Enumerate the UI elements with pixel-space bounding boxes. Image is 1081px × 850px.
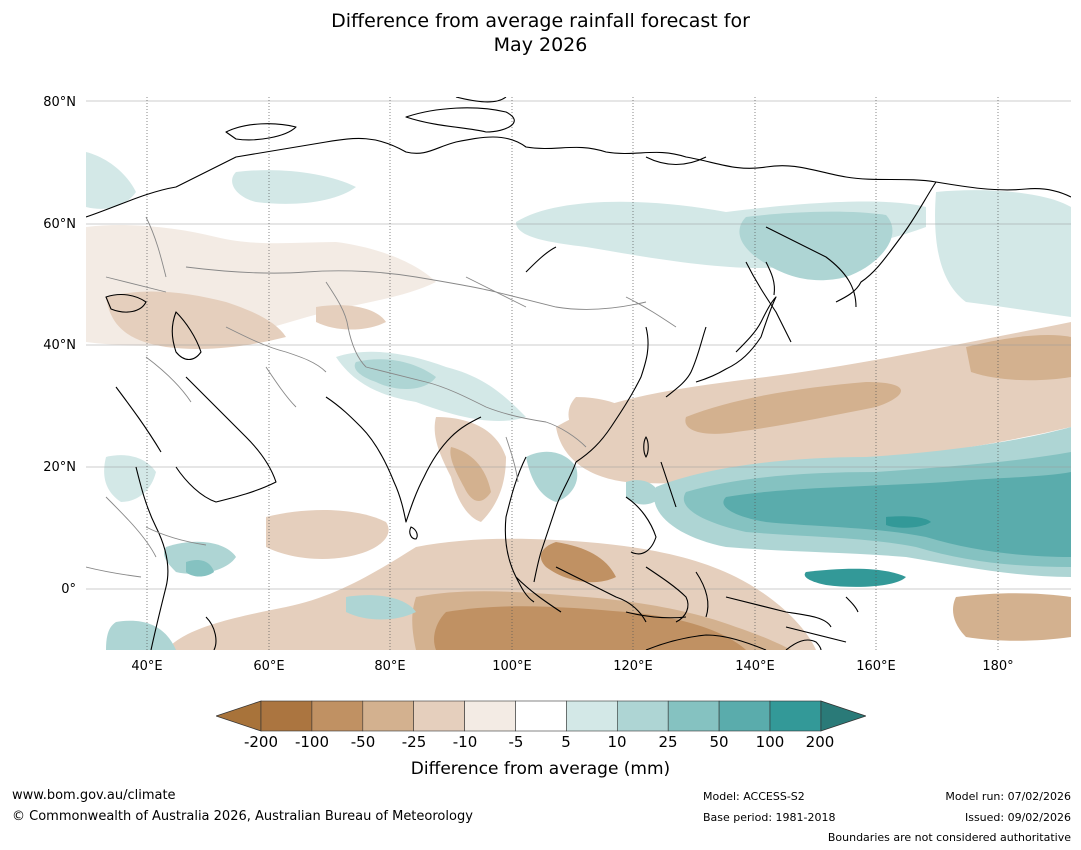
- anomaly-shading: [86, 152, 1071, 650]
- colorbar-segment: [718, 700, 771, 732]
- colorbar-segment: [515, 700, 567, 732]
- title-line-1: Difference from average rainfall forecas…: [331, 10, 750, 32]
- base-period: Base period: 1981-2018: [703, 811, 836, 824]
- colorbar-segment: [667, 700, 720, 732]
- colorbar-label: Difference from average (mm): [410, 759, 671, 779]
- colorbar-tick: 100: [755, 733, 785, 751]
- lon-label-140e: 140°E: [735, 659, 775, 674]
- rainfall-anomaly-map: [86, 97, 1071, 650]
- lat-label-60n: 60°N: [43, 217, 76, 232]
- meridians: [146, 97, 999, 650]
- colorbar-tick: -100: [294, 733, 330, 751]
- lat-label-20n: 20°N: [43, 460, 76, 475]
- colorbar-tick: -200: [243, 733, 279, 751]
- colorbar-segment: [260, 700, 313, 732]
- lon-label-180: 180°: [982, 659, 1014, 674]
- colorbar-tick: -10: [452, 733, 478, 751]
- model-name: Model: ACCESS-S2: [703, 790, 805, 803]
- issued-date: Issued: 09/02/2026: [964, 811, 1071, 824]
- colorbar-tick: 25: [658, 733, 678, 751]
- lon-label-160e: 160°E: [856, 659, 896, 674]
- lat-label-80n: 80°N: [43, 95, 76, 110]
- graticule: [86, 100, 1071, 590]
- colorbar-segment: [616, 700, 669, 732]
- colorbar-arrow-high: [820, 700, 866, 732]
- colorbar-segment: [566, 700, 618, 732]
- website-link[interactable]: www.bom.gov.au/climate: [12, 788, 176, 803]
- coastlines: [86, 97, 1071, 650]
- lat-label-0: 0°: [61, 582, 76, 597]
- colorbar-tick: 200: [805, 733, 835, 751]
- lon-label-100e: 100°E: [492, 659, 532, 674]
- colorbar-segment: [769, 700, 822, 732]
- model-run: Model run: 07/02/2026: [945, 790, 1071, 803]
- colorbar-segment: [311, 700, 364, 732]
- colorbar-segment: [362, 700, 415, 732]
- colorbar-tick: -5: [508, 733, 524, 751]
- colorbar-tick: 10: [607, 733, 627, 751]
- lon-label-60e: 60°E: [253, 659, 285, 674]
- colorbar-segments: [216, 700, 866, 732]
- map-canvas: [86, 97, 1071, 650]
- lon-label-120e: 120°E: [613, 659, 653, 674]
- colorbar-segment: [413, 700, 465, 732]
- colorbar-segment: [464, 700, 516, 732]
- colorbar-arrow-low: [216, 700, 262, 732]
- colorbar-tick: 50: [709, 733, 729, 751]
- copyright: © Commonwealth of Australia 2026, Austra…: [12, 809, 473, 824]
- lat-label-40n: 40°N: [43, 338, 76, 353]
- title-line-2: May 2026: [493, 34, 588, 56]
- colorbar-tick: -25: [401, 733, 427, 751]
- colorbar: [216, 700, 866, 732]
- lon-label-40e: 40°E: [131, 659, 163, 674]
- colorbar-tick: 5: [561, 733, 571, 751]
- colorbar-tick: -50: [350, 733, 376, 751]
- country-borders: [86, 216, 677, 578]
- lon-label-80e: 80°E: [374, 659, 406, 674]
- map-title: Difference from average rainfall forecas…: [0, 9, 1081, 57]
- boundaries-disclaimer: Boundaries are not considered authoritat…: [827, 831, 1071, 844]
